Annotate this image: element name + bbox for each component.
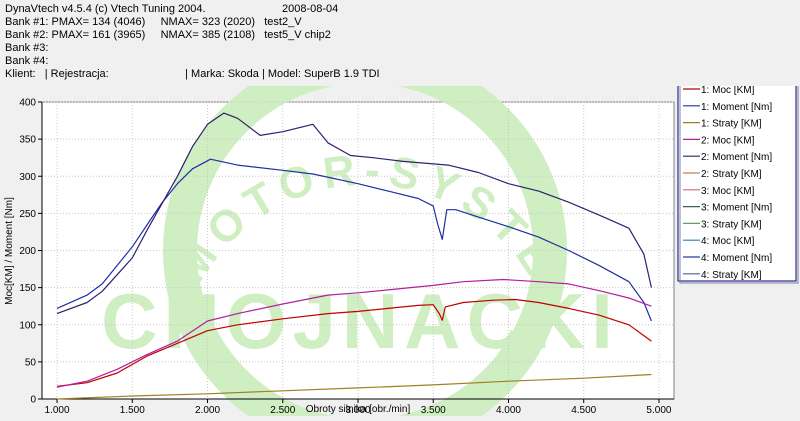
- legend-entry: 3: Straty [KM]: [701, 219, 762, 230]
- legend-entry: 2: Moc [KM]: [701, 135, 755, 146]
- axes: 0 50 100 150 200 250 300 350 400 1.000 1.500 2.000 2…: [19, 98, 674, 416]
- y-tick-label: 0: [30, 395, 36, 406]
- legend-entry: 2: Moment [Nm]: [701, 152, 772, 163]
- x-tick-label: 3.500: [421, 405, 446, 416]
- bank1-info: Bank #1: PMAX= 134 (4046) NMAX= 323 (202…: [5, 16, 302, 28]
- x-tick-label: 4.000: [496, 405, 521, 416]
- legend-entry: 3: Moc [KM]: [701, 186, 755, 197]
- series-layer: [56, 112, 652, 400]
- x-tick-label: 3.000: [345, 405, 370, 416]
- dyno-chart: MOTOR-SYSTEM CHOJNACKI 05010015020025030…: [0, 47, 800, 421]
- grid: [42, 101, 674, 399]
- bank4-info: Bank #4:: [5, 55, 49, 67]
- legend-entry: 1: Moc [KM]: [701, 86, 755, 96]
- x-tick-label: 5.000: [646, 405, 671, 416]
- x-tick-label: 1.000: [45, 405, 70, 416]
- series-line-1: [56, 298, 652, 387]
- y-tick-label: 50: [25, 357, 37, 368]
- series-line-2: [56, 158, 652, 322]
- legend-entry: 1: Straty [KM]: [701, 119, 762, 130]
- legend-entry: 4: Moc [KM]: [701, 236, 755, 247]
- x-axis-label: Obroty silnika [obr./min]: [306, 404, 411, 415]
- legend-box: [677, 75, 797, 282]
- series-line-5: [56, 112, 652, 315]
- y-tick-label: 150: [19, 283, 36, 294]
- legend-entry: 3: Moment [Nm]: [701, 203, 772, 214]
- y-tick-label: 100: [19, 320, 36, 331]
- bank3-info: Bank #3:: [5, 42, 49, 54]
- series-line-3: [56, 373, 652, 400]
- legend-entry: 2: Straty [KM]: [701, 169, 762, 180]
- legend-entry: 4: Straty [KM]: [701, 270, 762, 281]
- y-tick-label: 300: [19, 172, 36, 183]
- y-tick-label: 250: [19, 209, 36, 220]
- x-tick-label: 1.500: [120, 405, 145, 416]
- client-info: Klient: | Rejestracja: | Marka: Skoda | …: [5, 68, 380, 80]
- y-tick-label: 350: [19, 135, 36, 146]
- legend: 1: Moc [KM] 1: Moment [Nm] 1: Straty [KM] 2…: [677, 75, 799, 284]
- y-axis-label: Moc[KM] / Moment [Nm]: [4, 197, 15, 305]
- bank2-info: Bank #2: PMAX= 161 (3965) NMAX= 385 (210…: [5, 29, 331, 41]
- watermark-main-text: CHOJNACKI: [101, 277, 619, 365]
- legend-entry: 4: Moment [Nm]: [701, 253, 772, 264]
- y-tick-label: 400: [19, 98, 36, 109]
- x-tick-label: 2.000: [195, 405, 220, 416]
- x-tick-label: 2.500: [270, 405, 295, 416]
- app-title: DynaVtech v4.5.4 (c) Vtech Tuning 2004.: [5, 3, 206, 15]
- dyno-chart-area: MOTOR-SYSTEM CHOJNACKI 05010015020025030…: [0, 47, 800, 421]
- x-tick-label: 4.500: [571, 405, 596, 416]
- series-line-4: [56, 278, 652, 388]
- test-date: 2008-08-04: [282, 3, 339, 15]
- legend-entry: 1: Moment [Nm]: [701, 102, 772, 113]
- y-tick-label: 200: [19, 246, 36, 257]
